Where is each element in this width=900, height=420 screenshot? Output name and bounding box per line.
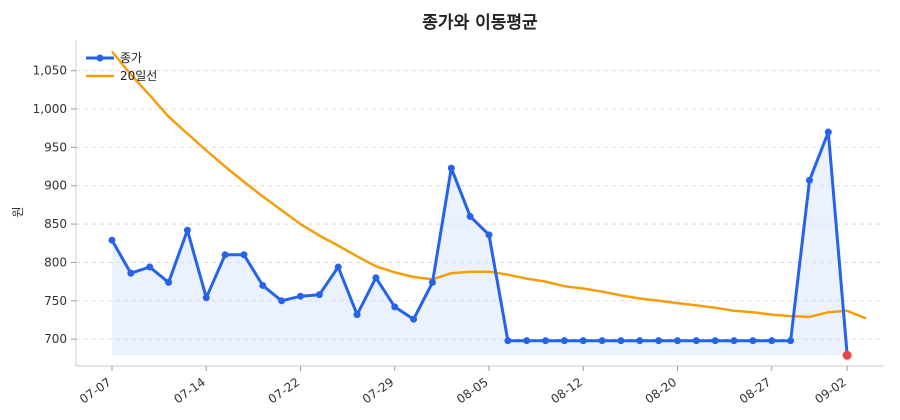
data-point: [165, 278, 173, 286]
data-point: [598, 337, 606, 345]
y-tick-label: 900: [44, 179, 67, 193]
y-tick-label: 850: [44, 217, 67, 231]
y-tick-label: 750: [44, 294, 67, 308]
x-tick-label: 08-05: [454, 375, 491, 406]
data-point: [617, 337, 625, 345]
series-line-close: [110, 130, 849, 356]
y-tick-label: 1,050: [33, 64, 67, 78]
data-point: [730, 337, 738, 345]
data-point: [749, 337, 757, 345]
data-point: [579, 337, 587, 345]
legend-label-close: 종가: [120, 51, 142, 65]
y-axis-label: 원: [11, 206, 25, 217]
data-point: [428, 278, 436, 286]
y-tick-label: 800: [44, 255, 67, 269]
data-point: [542, 337, 550, 345]
data-point: [523, 337, 531, 345]
data-point: [315, 291, 323, 299]
x-ticks: 07-07 07-14 07-22 07-29 08-05 08-12 08-20 08-27…: [77, 366, 849, 406]
data-point: [504, 337, 512, 345]
data-point: [183, 226, 191, 234]
data-point: [711, 337, 719, 345]
axes: [75, 40, 884, 367]
x-tick-label: 09-02: [812, 375, 849, 406]
data-point: [655, 337, 663, 345]
data-point: [240, 251, 248, 259]
data-point: [485, 231, 493, 239]
data-point: [202, 294, 210, 302]
legend-label-ma20: 20일선: [120, 69, 157, 83]
chart-title: 종가와 이동평균: [422, 13, 538, 33]
x-tick-label: 08-27: [737, 375, 774, 406]
close-points: [108, 128, 852, 360]
legend: 종가 20일선: [86, 51, 157, 83]
x-tick-label: 08-20: [643, 375, 680, 406]
data-point: [692, 337, 700, 345]
data-point: [146, 263, 154, 271]
data-point: [372, 274, 380, 282]
data-point: [391, 303, 399, 311]
data-point: [108, 236, 116, 244]
x-tick-label: 07-22: [266, 375, 303, 406]
data-point: [297, 292, 304, 300]
data-point: [466, 212, 474, 220]
close-area-fill: [112, 132, 848, 356]
data-point: [805, 176, 813, 184]
x-tick-label: 07-29: [360, 375, 397, 406]
data-point: [824, 128, 832, 136]
data-point: [674, 337, 681, 345]
data-point: [447, 164, 455, 172]
last-point: [842, 350, 852, 360]
data-point: [278, 297, 286, 305]
data-point: [410, 315, 418, 323]
data-point: [127, 269, 135, 277]
x-tick-label: 08-12: [548, 375, 585, 406]
data-point: [768, 337, 776, 345]
y-tick-label: 950: [44, 140, 67, 154]
series-line-ma20: [111, 50, 867, 320]
y-tick-label: 700: [44, 332, 67, 346]
data-point: [787, 337, 795, 345]
data-point: [353, 311, 361, 319]
data-point: [221, 251, 229, 259]
data-point: [636, 337, 644, 345]
legend-marker-close: [96, 54, 104, 62]
x-tick-label: 07-14: [171, 375, 208, 406]
y-ticks: 700 750 800 850 900 950 1,000 1,050: [33, 64, 76, 346]
y-tick-label: 1,000: [33, 102, 67, 116]
data-point: [334, 263, 342, 271]
x-tick-label: 07-07: [77, 375, 114, 406]
data-point: [560, 337, 568, 345]
data-point: [259, 281, 267, 289]
